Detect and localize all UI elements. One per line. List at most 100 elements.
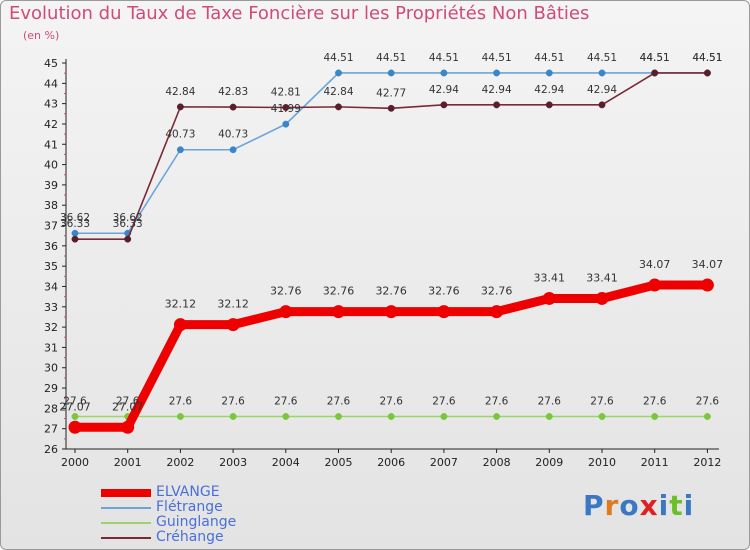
data-point-fletrange [71,229,79,237]
data-point-fletrange [176,146,184,154]
x-tick-label: 2001 [114,456,142,469]
y-tick-label: 31 [44,341,58,354]
data-label-elvange: 32.76 [375,285,407,298]
y-tick-label: 26 [44,443,58,456]
x-tick-label: 2004 [272,456,300,469]
data-label-crehange: 42.94 [429,84,459,96]
data-label-fletrange: 44.51 [534,52,564,64]
data-point-elvange [121,420,135,434]
chart-subtitle: (en %) [23,29,60,42]
data-label-guinglange: 27.6 [590,395,614,407]
y-tick-label: 43 [44,98,58,111]
data-point-elvange [700,278,714,292]
y-tick-label: 39 [44,179,58,192]
x-tick-label: 2008 [483,456,511,469]
data-point-elvange [279,305,293,319]
data-point-fletrange [440,69,448,77]
data-label-fletrange: 44.51 [692,52,722,64]
logo-letter: o [619,489,640,522]
data-point-elvange [68,420,82,434]
series-crehange [71,69,711,243]
data-label-elvange: 32.12 [217,298,249,311]
data-point-crehange [651,69,659,77]
data-point-guinglange [545,413,553,420]
data-point-fletrange [387,69,395,77]
data-point-crehange [229,103,237,111]
y-tick-label: 30 [44,362,58,375]
data-label-guinglange: 27.6 [643,395,667,407]
x-tick-label: 2011 [641,456,669,469]
data-label-guinglange: 27.6 [116,395,140,407]
legend-swatch [101,537,151,539]
data-label-guinglange: 27.6 [696,395,720,407]
y-tick-label: 29 [44,382,58,395]
data-label-fletrange: 41.99 [271,103,301,115]
data-label-elvange: 27.07 [112,400,144,413]
data-point-guinglange [651,413,659,420]
logo-letter: x [639,489,659,522]
y-tick-label: 28 [44,402,58,415]
chart-axes: 26 27 28 29 30 31 32 33 34 35 36 37 38 39 40 41 42 43 44 45… [44,57,721,469]
logo-letter: P [583,489,605,522]
y-tick-label: 27 [44,423,58,436]
data-point-crehange [176,103,184,111]
y-tick-label: 36 [44,240,58,253]
data-point-fletrange [493,69,501,77]
data-label-guinglange: 27.6 [221,395,245,407]
legend-swatch [101,507,151,509]
legend-label: ELVANGE [156,484,220,500]
data-label-fletrange: 36.62 [113,212,143,224]
data-label-crehange: 36.33 [60,218,90,230]
data-label-elvange: 32.76 [323,285,355,298]
x-tick-label: 2012 [693,456,721,469]
data-point-guinglange [493,413,501,420]
data-label-elvange: 32.76 [428,285,460,298]
y-tick-label: 42 [44,118,58,131]
x-tick-label: 2003 [219,456,247,469]
proxiti-logo: Proxiti [583,489,694,522]
legend-item-fletrange: Flétrange [101,500,361,515]
legend-label: Guinglange [156,514,237,530]
data-label-fletrange: 44.51 [587,52,617,64]
logo-letter: r [604,489,620,522]
x-tick-label: 2005 [325,456,353,469]
data-point-guinglange [598,413,606,420]
data-point-elvange [332,305,345,319]
data-label-elvange: 33.41 [586,271,618,284]
chart-legend: ELVANGE Flétrange Guinglange Créhange [101,485,361,545]
legend-label: Flétrange [156,499,223,515]
data-point-fletrange [598,69,606,77]
chart-series [68,69,714,434]
data-point-fletrange [282,120,290,128]
data-point-elvange [648,278,662,292]
series-guinglange [71,413,711,420]
data-point-guinglange [335,413,342,420]
legend-item-guinglange: Guinglange [101,515,361,530]
logo-letter: t [669,489,684,522]
legend-item-elvange: ELVANGE [101,485,361,500]
data-point-crehange [282,104,290,111]
chart-data-labels: 36.62 36.62 40.73 40.73 41.99 44.51 44.51 44.51… [59,52,723,413]
data-label-fletrange: 44.51 [429,52,459,64]
x-tick-label: 2006 [377,456,405,469]
data-label-guinglange: 27.6 [274,395,298,407]
data-label-fletrange: 44.51 [482,52,512,64]
data-point-crehange [124,235,132,243]
x-tick-label: 2009 [535,456,563,469]
data-label-crehange: 42.94 [587,84,617,96]
y-tick-label: 45 [44,57,58,70]
data-label-fletrange: 44.51 [323,52,353,64]
x-tick-label: 2000 [61,456,89,469]
y-tick-label: 37 [44,220,58,233]
data-label-crehange: 42.83 [218,86,248,98]
data-label-guinglange: 27.6 [380,395,404,407]
data-label-guinglange: 27.6 [169,395,193,407]
data-point-crehange [545,101,553,109]
legend-label: Créhange [156,529,224,545]
data-point-guinglange [176,413,184,420]
data-point-crehange [335,103,342,111]
data-label-crehange: 42.81 [271,86,301,98]
logo-letter: i [683,489,695,522]
